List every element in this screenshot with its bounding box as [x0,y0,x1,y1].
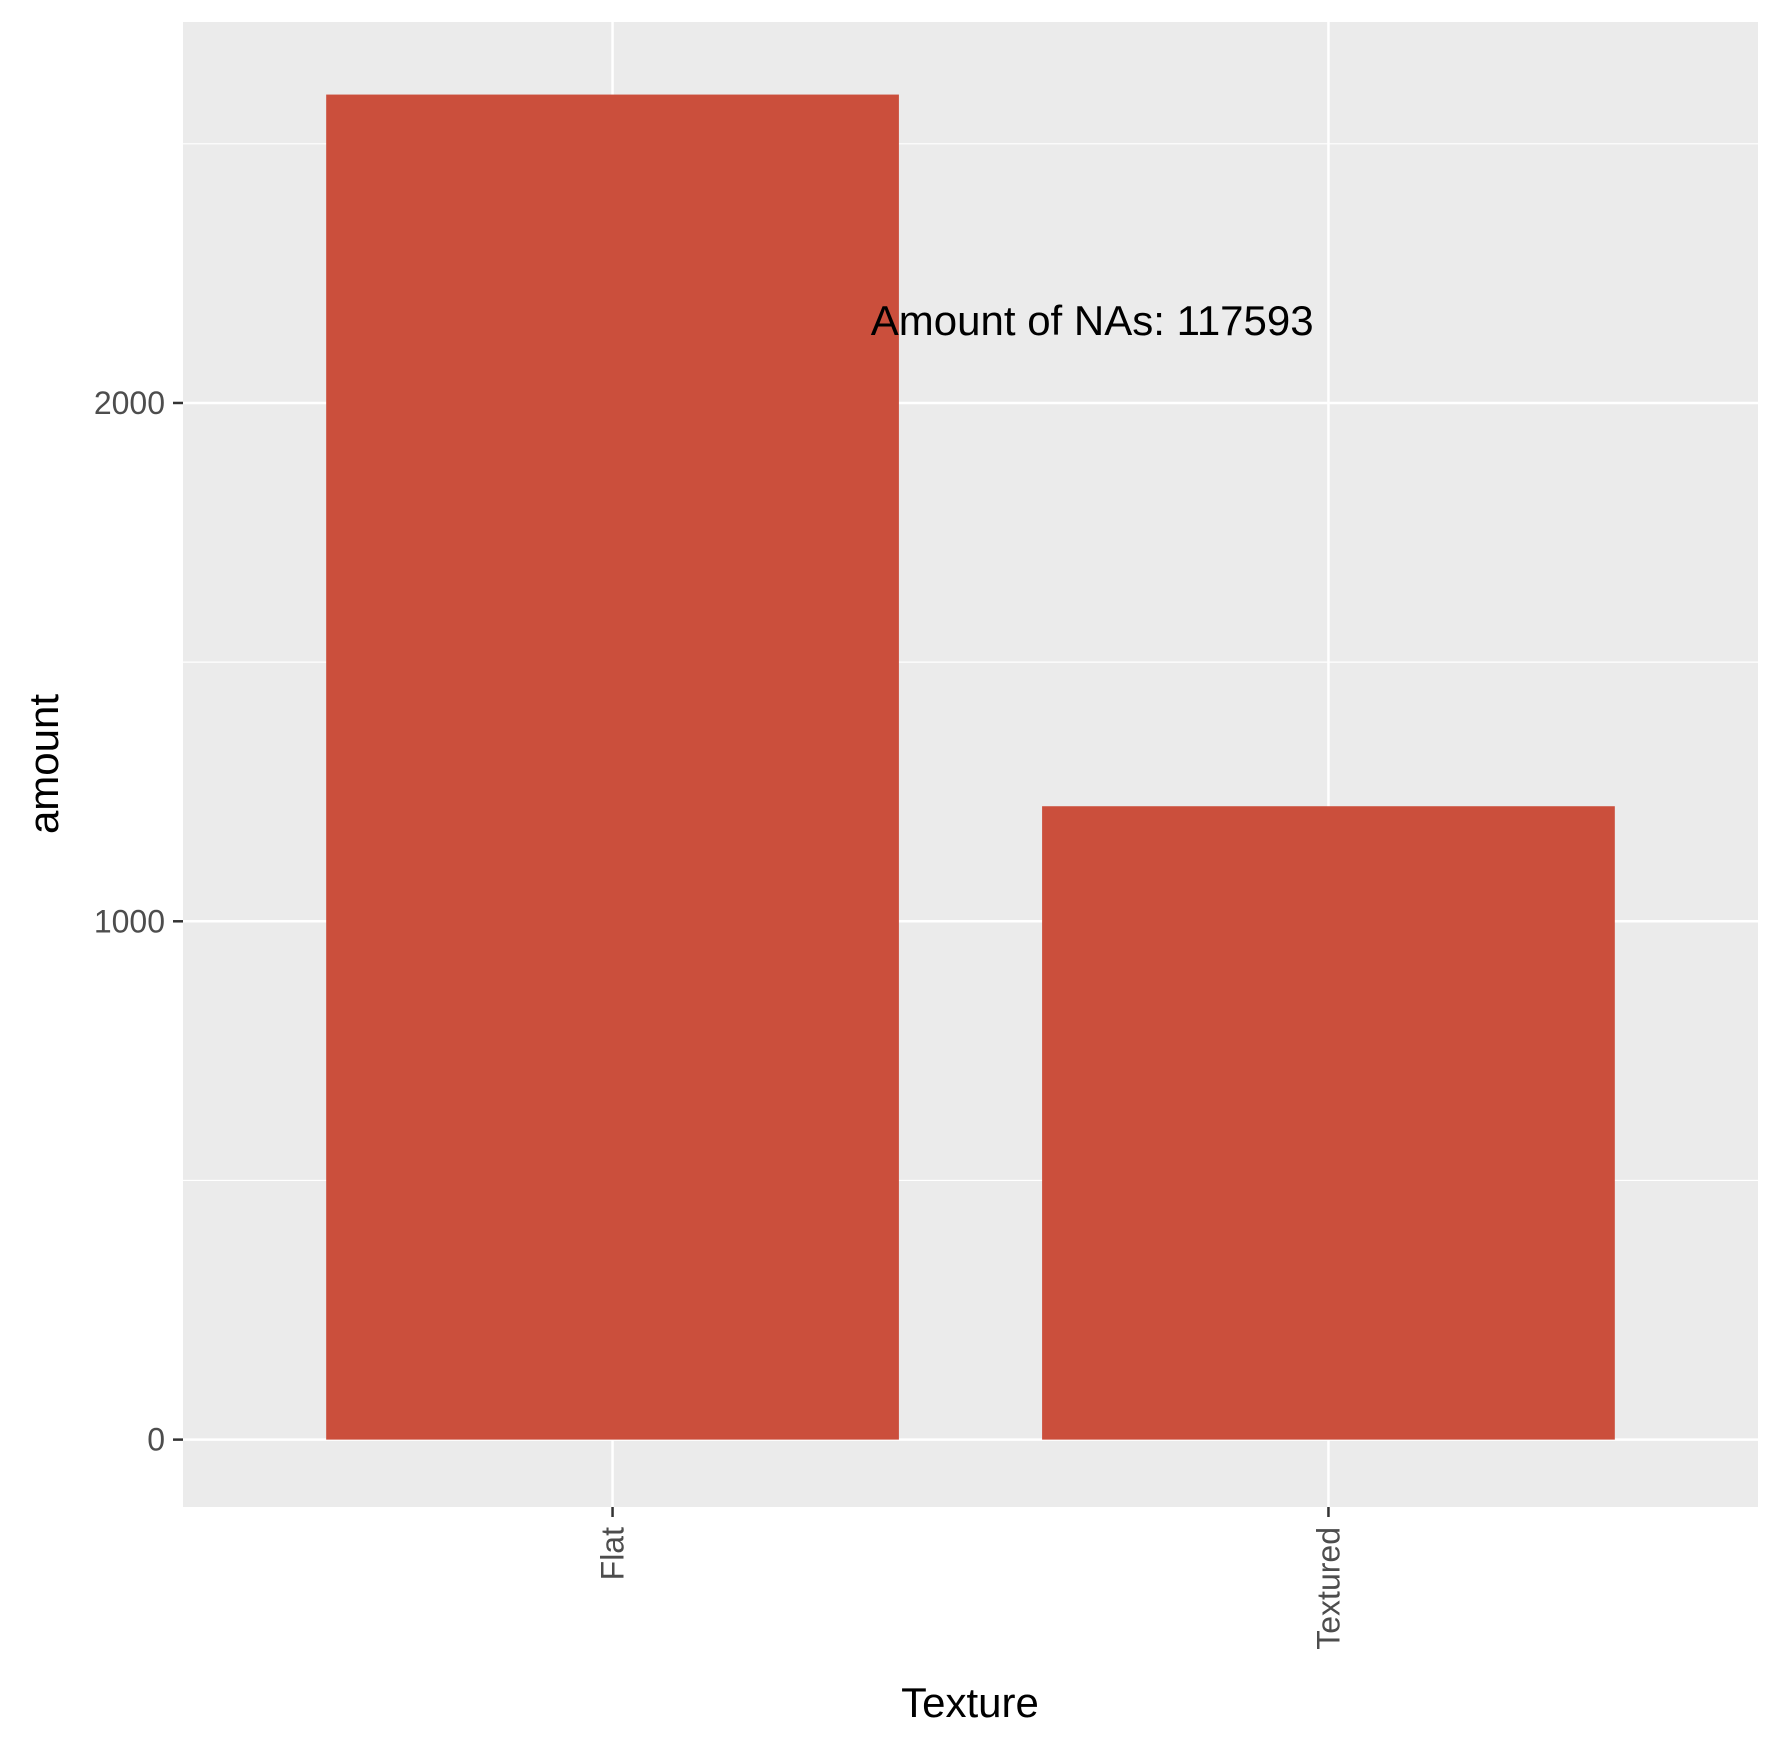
y-tick-label: 2000 [94,385,165,421]
y-tick-label: 0 [147,1422,165,1458]
y-tick-label: 1000 [94,903,165,939]
bar-textured [1042,806,1615,1440]
bars [326,94,1615,1440]
x-tick-label-flat: Flat [595,1527,631,1580]
bar-flat [326,94,899,1440]
x-tick-label-textured: Textured [1310,1527,1346,1650]
x-axis-title: Texture [901,1679,1039,1726]
y-axis: 0 1000 2000 [94,385,183,1458]
x-axis: Flat Textured [595,1507,1346,1650]
na-count-annotation: Amount of NAs: 117593 [871,297,1314,344]
y-axis-title: amount [20,694,67,834]
